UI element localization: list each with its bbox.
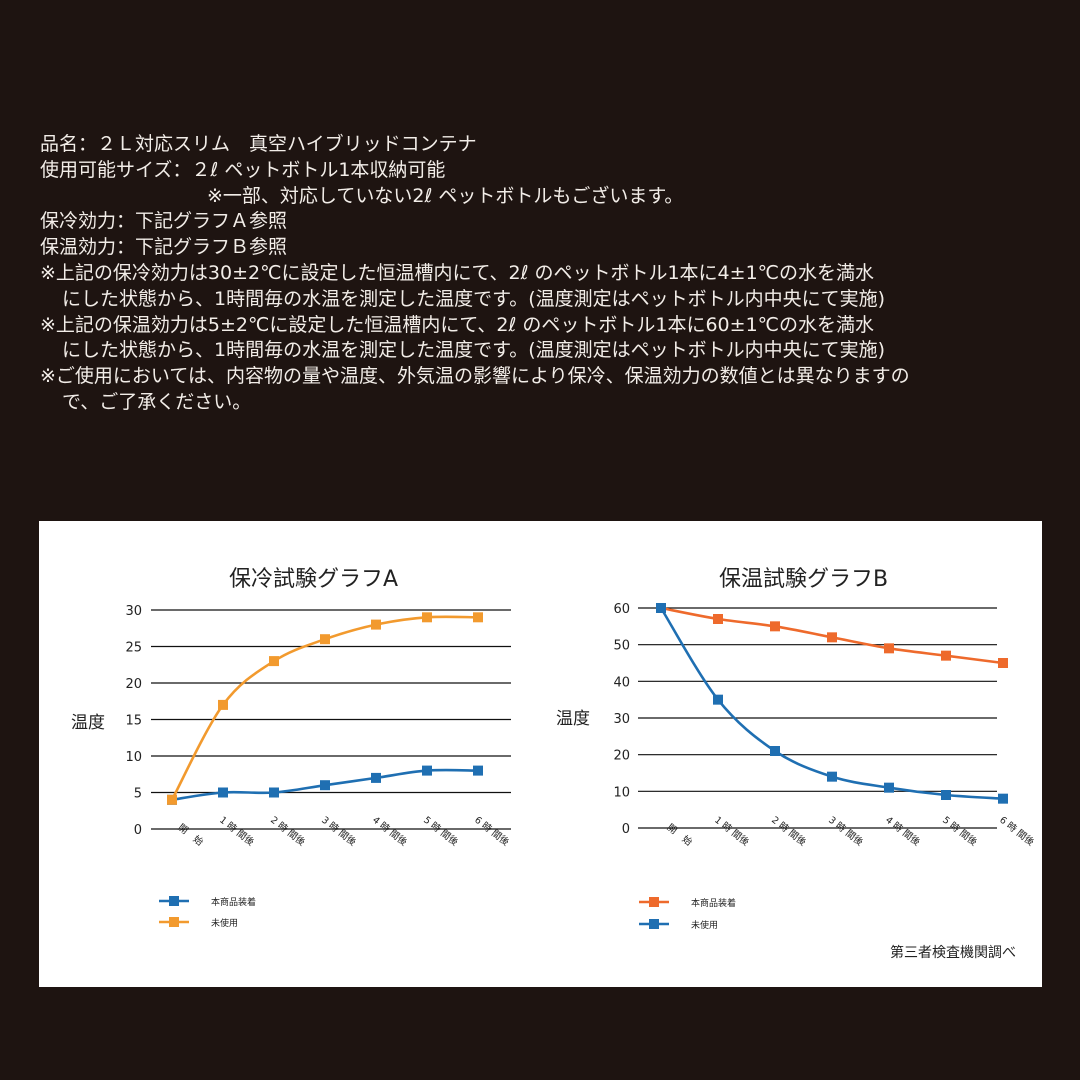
spec-line-usage-note-1: ※ご使用においては、内容物の量や温度、外気温の影響により保冷、保温効力の数値とは… [40, 365, 910, 388]
charta-ylabel: 温度 [71, 713, 105, 733]
spec-line-cold-note-1: ※上記の保冷効力は30±2℃に設定した恒温槽内にて、2ℓ のペットボトル1本に4… [40, 261, 874, 284]
spec-line-usage-note-2: で、ご了承ください。 [62, 390, 252, 413]
charta-series-1-point [422, 765, 432, 776]
spec-line-heat-note-1: ※上記の保温効力は5±2℃に設定した恒温槽内にて、2ℓ のペットボトル1本に60… [40, 313, 874, 336]
chartb-legend-marker-1 [649, 897, 659, 907]
chart-panel: 保冷試験グラフA 0 5 10 15 20 25 30 開 始 1 時 間後 2 時 間後 3 時 間… [39, 521, 1042, 987]
charta-series-2-point [167, 794, 177, 805]
charta-series-line-2 [170, 615, 479, 801]
charta-ytick-label: 0 [134, 823, 142, 838]
charta-legend-marker-2 [169, 917, 179, 927]
chartb-legend-label-1: 本商品装着 [691, 897, 736, 909]
chartb-legend-marker-2 [649, 919, 659, 929]
spec-line-cold-retention: 保冷効力：下記グラフＡ参照 [40, 210, 288, 233]
charta-series-1-point [269, 787, 279, 798]
charta-xtick-label: 開 始 [176, 821, 206, 848]
chartb-xtick-label: 2 時 間後 [769, 814, 809, 849]
chartb-ylabel: 温度 [556, 709, 590, 729]
chartb-legend-label-2: 未使用 [691, 919, 718, 931]
charta-series-2-point [320, 634, 330, 645]
charta-ytick-label: 30 [125, 604, 142, 619]
charts-svg: 保冷試験グラフA 0 5 10 15 20 25 30 開 始 1 時 間後 2 時 間後 3 時 間… [71, 567, 1037, 961]
charta-series-2-point [473, 612, 483, 623]
charta-ytick-label: 25 [125, 641, 142, 656]
spec-line-cold-note-2: にした状態から、1時間毎の水温を測定した温度です。(温度測定はペットボトル内中央… [62, 287, 886, 310]
chartb-ytick-label: 60 [613, 602, 630, 617]
charta-series-1-point [320, 780, 330, 791]
charta-series-2-point [218, 699, 228, 710]
chartb-series-1-point [770, 621, 780, 632]
charta-ytick-label: 10 [125, 750, 142, 765]
chartb-series-2-point [998, 793, 1008, 804]
chartb-ytick-label: 10 [613, 785, 630, 800]
chartb-series-2-point [941, 790, 951, 800]
charta-series-2-point [422, 612, 432, 623]
charta-ytick-label: 5 [134, 787, 142, 802]
spec-line-heat-retention: 保温効力：下記グラフＢ参照 [40, 236, 288, 259]
source-note: 第三者検査機関調べ [890, 944, 1016, 961]
chartb-ytick-label: 30 [613, 712, 630, 727]
chartb-series-2-point [713, 694, 723, 705]
chartb-series-1-point [713, 614, 723, 624]
chartb-series-1-point [884, 643, 894, 654]
charta-ytick-label: 15 [125, 714, 142, 729]
chartb-xtick-label: 1 時 間後 [712, 814, 752, 849]
charta-xtick-label: 5 時 間後 [421, 814, 461, 849]
chartb-ytick-label: 40 [613, 675, 630, 690]
chartb-xtick-label: 4 時 間後 [883, 814, 923, 849]
chartb-ytick-label: 0 [622, 822, 630, 837]
chartb-series-2-point [770, 746, 780, 756]
spec-line-product-name: 品名：２Ｌ対応スリム 真空ハイブリッドコンテナ [40, 133, 477, 155]
charta-xtick-label: 6 時 間後 [472, 814, 512, 849]
chartb-series-1-point [827, 632, 837, 643]
charta-legend-marker-1 [169, 896, 179, 906]
spec-line-size-note: ※一部、対応していない2ℓ ペットボトルもございます。 [207, 184, 684, 207]
chartb-series-2-point [656, 603, 666, 613]
charta-xtick-label: 1 時 間後 [217, 814, 257, 849]
charta-series-1-point [473, 765, 483, 776]
chartb-series-1-point [941, 650, 951, 661]
charta-ytick-label: 20 [125, 677, 142, 692]
charta-title: 保冷試験グラフA [229, 567, 398, 592]
chartb-series-2-point [884, 782, 894, 793]
charta-xtick-label: 2 時 間後 [268, 814, 308, 849]
spec-text: 品名：２Ｌ対応スリム 真空ハイブリッドコンテナ 使用可能サイズ：２ℓ ペットボト… [40, 132, 1050, 416]
chartb-xtick-label: 3 時 間後 [826, 814, 866, 849]
spec-line-heat-note-2: にした状態から、1時間毎の水温を測定した温度です。(温度測定はペットボトル内中央… [62, 339, 886, 362]
chartb-series-2-point [827, 771, 837, 782]
charta-series-2-point [269, 656, 279, 667]
chartb-title: 保温試験グラフB [719, 567, 888, 592]
chartb-ytick-label: 20 [613, 749, 630, 764]
chartb-xtick-label: 開 始 [665, 821, 695, 848]
charta-xtick-label: 4 時 間後 [370, 814, 410, 849]
charta-legend-label-1: 本商品装着 [211, 896, 256, 908]
chartb-series-1-point [998, 658, 1008, 668]
charta-legend-label-2: 未使用 [211, 917, 238, 929]
charta-xtick-label: 3 時 間後 [319, 814, 359, 849]
charta-series-2-point [371, 619, 381, 630]
charta-series-1-point [371, 772, 381, 783]
spec-line-usable-size: 使用可能サイズ：２ℓ ペットボトル1本収納可能 [40, 158, 446, 181]
chartb-xtick-label: 6 時 間後 [997, 814, 1037, 849]
chartb-ytick-label: 50 [613, 639, 630, 654]
charta-series-1-point [218, 787, 228, 798]
chartb-xtick-label: 5 時 間後 [940, 814, 980, 849]
